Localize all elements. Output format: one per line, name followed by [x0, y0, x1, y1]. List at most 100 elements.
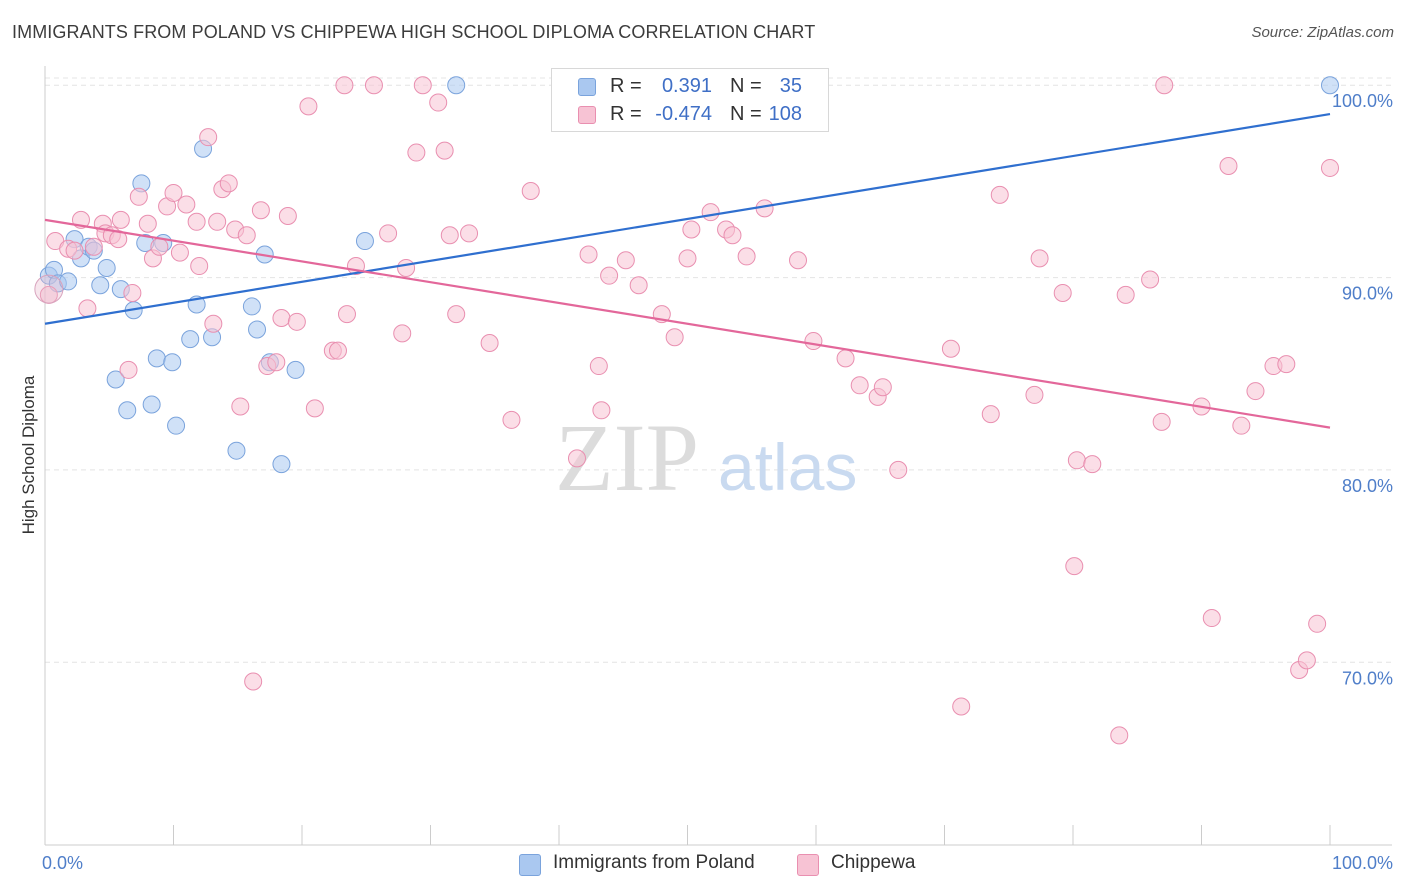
- chippewa-point: [190, 257, 209, 276]
- chippewa-point: [84, 237, 103, 256]
- chippewa-point: [237, 226, 256, 245]
- chippewa-point: [177, 195, 196, 214]
- chippewa-point: [723, 226, 742, 245]
- legend-label-chippewa: Chippewa: [831, 852, 916, 873]
- poland-point: [97, 258, 116, 277]
- legend-swatch-poland: [519, 854, 541, 876]
- chippewa-point: [592, 401, 611, 420]
- chippewa-point: [231, 397, 250, 416]
- poland-point: [447, 76, 466, 95]
- chippewa-point: [737, 247, 756, 266]
- legend-swatch-chippewa: [797, 854, 819, 876]
- poland-point: [355, 232, 374, 251]
- chippewa-point: [836, 349, 855, 368]
- legend-r-value: 0.391: [661, 75, 712, 97]
- legend-label-poland: Immigrants from Poland: [553, 852, 755, 873]
- chippewa-point: [701, 203, 720, 222]
- cluster-point: [34, 274, 64, 304]
- trend-lines: [44, 113, 1331, 429]
- chippewa-point: [1025, 385, 1044, 404]
- data-points: [34, 76, 1339, 745]
- chippewa-point: [111, 210, 130, 229]
- chippewa-point: [337, 305, 356, 324]
- chippewa-point: [480, 333, 499, 352]
- legend-row-chippewa: R = -0.474 N = 108: [552, 101, 828, 129]
- chippewa-point: [678, 249, 697, 268]
- chippewa-point: [119, 360, 138, 379]
- chippewa-point: [1152, 412, 1171, 431]
- chippewa-point: [682, 220, 701, 239]
- poland-point: [1321, 76, 1339, 95]
- poland-point: [59, 272, 78, 291]
- x-tick-label: 0.0%: [42, 853, 83, 873]
- chippewa-point: [335, 76, 354, 95]
- chippewa-point: [407, 143, 426, 162]
- chippewa-point: [981, 405, 1000, 424]
- stats-legend: R = 0.391 N = 35 R = -0.474 N = 108: [551, 68, 829, 132]
- chippewa-point: [65, 241, 84, 260]
- poland-point: [248, 320, 267, 339]
- legend-r-label: R =: [610, 75, 642, 97]
- poland-point: [106, 370, 125, 389]
- chippewa-point: [170, 243, 189, 262]
- chippewa-point: [502, 410, 521, 429]
- chippewa-point: [150, 237, 169, 256]
- chippewa-point: [278, 207, 297, 226]
- chippewa-point: [616, 251, 635, 270]
- poland-point: [118, 401, 137, 420]
- axis-labels: 100.0% 90.0% 80.0% 70.0% 0.0% 100.0% High Scho…: [19, 91, 1393, 873]
- chippewa-point: [1065, 557, 1084, 576]
- chippewa-point: [665, 328, 684, 347]
- chippewa-point: [873, 378, 892, 397]
- poland-point: [163, 353, 182, 372]
- chippewa-point: [804, 332, 823, 351]
- chippewa-point: [393, 324, 412, 343]
- chippewa-point: [579, 245, 598, 264]
- chippewa-point: [435, 141, 454, 160]
- chippewa-point: [889, 460, 908, 479]
- legend-n-value: 35: [779, 75, 802, 97]
- chippewa-trend-line: [44, 218, 1331, 429]
- chippewa-point: [379, 224, 398, 243]
- chippewa-point: [850, 376, 869, 395]
- chippewa-point: [204, 314, 223, 333]
- legend-r-label: R =: [610, 103, 642, 125]
- chippewa-point: [272, 308, 291, 327]
- chippewa-point: [78, 299, 97, 318]
- y-tick-label: 70.0%: [1342, 668, 1393, 688]
- legend-n-value: 108: [768, 103, 802, 125]
- chippewa-point: [521, 182, 540, 201]
- chippewa-point: [589, 357, 608, 376]
- y-axis-label: High School Diploma: [19, 375, 38, 534]
- y-tick-label: 80.0%: [1342, 476, 1393, 496]
- chippewa-point: [1030, 249, 1049, 268]
- chippewa-point: [1141, 270, 1160, 289]
- source-label: Source: ZipAtlas.com: [1251, 24, 1394, 41]
- chippewa-point: [1246, 382, 1265, 401]
- chippewa-point: [1277, 355, 1296, 374]
- legend-n-label: N =: [730, 75, 762, 97]
- grid-lines: [45, 77, 1392, 663]
- poland-point: [227, 441, 246, 460]
- poland-point: [242, 297, 261, 316]
- chippewa-point: [251, 201, 270, 220]
- y-tick-label: 90.0%: [1342, 284, 1393, 304]
- series-legend: Immigrants from Poland Chippewa: [0, 851, 1406, 879]
- chippewa-point: [1219, 157, 1238, 176]
- chippewa-point: [219, 174, 238, 193]
- chippewa-point: [1321, 158, 1339, 177]
- chippewa-point: [1110, 726, 1129, 745]
- chippewa-point: [1297, 651, 1316, 670]
- legend-swatch-chippewa: [578, 106, 596, 124]
- chippewa-point: [600, 266, 619, 285]
- poland-point: [272, 455, 291, 474]
- chippewa-point: [364, 76, 383, 95]
- chart-title: IMMIGRANTS FROM POLAND VS CHIPPEWA HIGH …: [12, 22, 816, 42]
- chippewa-point: [429, 93, 448, 112]
- chippewa-point: [208, 212, 227, 231]
- axes: [44, 66, 1392, 846]
- poland-point: [286, 360, 305, 379]
- chippewa-point: [199, 128, 218, 147]
- chippewa-point: [328, 341, 347, 360]
